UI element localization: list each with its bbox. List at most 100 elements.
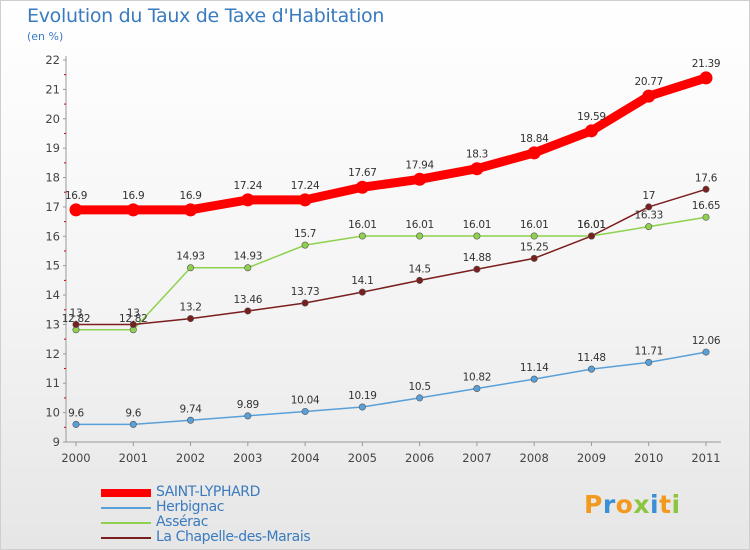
series-line-0 <box>71 73 711 215</box>
data-point <box>416 276 424 284</box>
data-point <box>702 213 710 221</box>
data-point <box>699 71 713 85</box>
chart-axes: 9 10 11 12 13 14 15 16 17 18 19 20 21 22 2000 2001 2002 2… <box>45 53 721 465</box>
data-point <box>358 403 366 411</box>
logo-letter: o <box>615 490 634 519</box>
logo-letter: x <box>633 490 650 519</box>
data-point <box>244 307 252 315</box>
legend-label: La Chapelle-des-Marais <box>156 529 311 545</box>
data-point <box>187 416 195 424</box>
data-label: 17.6 <box>695 172 718 184</box>
data-label: 9.89 <box>237 399 259 411</box>
data-point <box>645 203 653 211</box>
y-tick-label: 12 <box>45 347 60 361</box>
data-label: 17 <box>642 190 655 202</box>
data-label: 15.7 <box>294 228 316 240</box>
data-label: 16.01 <box>463 219 492 231</box>
data-point <box>702 348 710 356</box>
data-point <box>416 232 424 240</box>
data-point <box>587 365 595 373</box>
data-point <box>645 223 653 231</box>
data-point <box>126 203 140 217</box>
chart-title: Evolution du Taux de Taxe d'Habitation <box>27 5 385 27</box>
data-label: 17.24 <box>234 180 263 192</box>
data-label: 14.93 <box>234 251 263 263</box>
x-tick-label: 2002 <box>176 451 205 465</box>
legend-swatch <box>101 522 151 524</box>
data-point <box>645 358 653 366</box>
y-tick-label: 17 <box>45 200 60 214</box>
data-point <box>642 89 656 103</box>
data-label: 17.67 <box>348 167 377 179</box>
data-label: 16.01 <box>577 219 606 231</box>
data-label: 16.9 <box>122 190 144 202</box>
legend-item: Assérac <box>101 514 361 530</box>
chart-legend: SAINT-LYPHARD Herbignac Assérac La Chapelle… <box>101 484 361 545</box>
data-label: 13 <box>127 307 140 319</box>
data-label: 10.04 <box>291 394 320 406</box>
data-label: 9.74 <box>179 403 202 415</box>
data-point <box>69 203 83 217</box>
x-tick-label: 2009 <box>577 451 606 465</box>
data-point <box>241 193 255 207</box>
y-tick-label: 14 <box>45 288 60 302</box>
data-label: 9.6 <box>125 407 141 419</box>
data-point <box>298 193 312 207</box>
data-label: 12.82 <box>62 313 91 325</box>
y-tick-label: 10 <box>45 406 60 420</box>
data-label: 15.25 <box>520 241 549 253</box>
x-tick-label: 2001 <box>119 451 148 465</box>
data-point <box>129 420 137 428</box>
data-label: 13.73 <box>291 286 320 298</box>
data-label: 16.33 <box>634 210 663 222</box>
legend-swatch <box>101 507 151 509</box>
data-label: 18.3 <box>466 149 488 161</box>
y-tick-label: 20 <box>45 112 60 126</box>
data-label: 10.82 <box>463 372 492 384</box>
data-point <box>301 407 309 415</box>
legend-item: Herbignac <box>101 499 361 515</box>
data-point <box>187 315 195 323</box>
logo-letter: i <box>671 490 681 519</box>
data-point <box>527 146 541 160</box>
data-label: 20.77 <box>634 76 663 88</box>
data-label: 16.9 <box>65 190 87 202</box>
data-point <box>72 420 80 428</box>
data-point <box>416 394 424 402</box>
legend-label: SAINT-LYPHARD <box>156 484 260 500</box>
y-tick-label: 11 <box>45 376 60 390</box>
data-point <box>473 265 481 273</box>
data-label: 11.14 <box>520 362 549 374</box>
data-label: 13 <box>70 307 83 319</box>
series-line-2 <box>75 216 707 331</box>
chart-data-points <box>69 71 713 428</box>
data-label: 11.71 <box>634 345 663 357</box>
data-point <box>470 162 484 176</box>
x-tick-label: 2003 <box>233 451 262 465</box>
data-point <box>587 232 595 240</box>
data-label: 12.82 <box>119 313 148 325</box>
data-label: 16.65 <box>692 200 721 212</box>
y-tick-label: 15 <box>45 259 60 273</box>
proxiti-logo: Proxiti <box>584 490 681 519</box>
data-point <box>473 232 481 240</box>
data-label: 9.6 <box>68 407 84 419</box>
data-label: 17.24 <box>291 180 320 192</box>
legend-label: Assérac <box>156 514 209 530</box>
data-point <box>301 241 309 249</box>
chart-data-labels: 9.6 9.6 9.74 9.89 10.04 10.19 10.5 10.82 11.14 11… <box>62 58 721 419</box>
logo-letter: r <box>602 490 616 519</box>
legend-label: Herbignac <box>156 499 225 515</box>
y-tick-label: 18 <box>45 171 60 185</box>
data-point <box>530 254 538 262</box>
series-line-1 <box>75 351 707 426</box>
data-point <box>244 412 252 420</box>
y-tick-label: 22 <box>45 53 60 67</box>
data-label: 16.01 <box>348 219 377 231</box>
data-label: 11.48 <box>577 352 606 364</box>
x-tick-label: 2006 <box>405 451 434 465</box>
x-tick-label: 2010 <box>634 451 663 465</box>
data-label: 16.9 <box>179 190 201 202</box>
data-label: 14.1 <box>351 275 373 287</box>
